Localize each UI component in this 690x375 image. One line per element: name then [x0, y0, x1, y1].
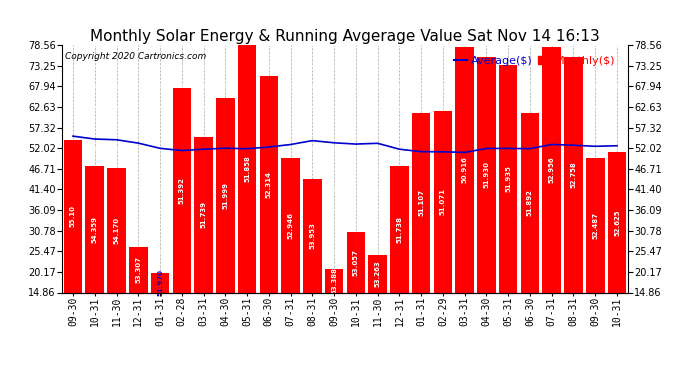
Text: 53.953: 53.953: [309, 222, 315, 249]
Text: 52.487: 52.487: [592, 212, 598, 239]
Bar: [586, 158, 604, 292]
Bar: [346, 232, 365, 292]
Bar: [455, 47, 474, 292]
Text: 53.307: 53.307: [135, 256, 141, 284]
Bar: [107, 168, 126, 292]
Bar: [151, 273, 169, 292]
Text: 51.107: 51.107: [418, 189, 424, 216]
Title: Monthly Solar Energy & Running Avgerage Value Sat Nov 14 16:13: Monthly Solar Energy & Running Avgerage …: [90, 29, 600, 44]
Legend: Average($), Monthly($): Average($), Monthly($): [449, 52, 620, 70]
Text: 51.999: 51.999: [222, 182, 228, 209]
Text: Copyright 2020 Cartronics.com: Copyright 2020 Cartronics.com: [65, 53, 206, 62]
Bar: [216, 98, 235, 292]
Bar: [564, 57, 583, 292]
Bar: [86, 166, 104, 292]
Text: 54.170: 54.170: [113, 216, 119, 244]
Bar: [368, 255, 387, 292]
Text: 51.738: 51.738: [396, 216, 402, 243]
Text: 51.392: 51.392: [179, 177, 185, 204]
Text: 53.263: 53.263: [375, 260, 381, 287]
Bar: [282, 158, 300, 292]
Text: 52.946: 52.946: [288, 212, 294, 238]
Text: 51.858: 51.858: [244, 155, 250, 182]
Text: 53.388: 53.388: [331, 267, 337, 294]
Bar: [195, 136, 213, 292]
Text: 51.739: 51.739: [201, 201, 206, 228]
Bar: [172, 88, 191, 292]
Text: 52.314: 52.314: [266, 171, 272, 198]
Text: 55.10: 55.10: [70, 205, 76, 227]
Bar: [129, 247, 148, 292]
Text: 51.935: 51.935: [505, 165, 511, 192]
Bar: [390, 166, 408, 292]
Bar: [63, 140, 82, 292]
Bar: [542, 47, 561, 292]
Bar: [521, 113, 539, 292]
Text: 51.970: 51.970: [157, 269, 163, 296]
Text: 50.916: 50.916: [462, 156, 468, 183]
Text: 52.956: 52.956: [549, 156, 555, 183]
Text: 51.930: 51.930: [484, 161, 489, 188]
Text: 53.057: 53.057: [353, 249, 359, 276]
Bar: [325, 268, 344, 292]
Bar: [434, 111, 452, 292]
Bar: [238, 45, 256, 292]
Text: 54.359: 54.359: [92, 216, 98, 243]
Text: 51.071: 51.071: [440, 188, 446, 215]
Text: 52.625: 52.625: [614, 209, 620, 236]
Bar: [477, 57, 495, 292]
Bar: [412, 113, 431, 292]
Text: 51.892: 51.892: [527, 189, 533, 216]
Bar: [259, 76, 278, 292]
Bar: [499, 64, 518, 292]
Bar: [608, 152, 627, 292]
Bar: [303, 179, 322, 292]
Text: 52.758: 52.758: [571, 161, 577, 188]
